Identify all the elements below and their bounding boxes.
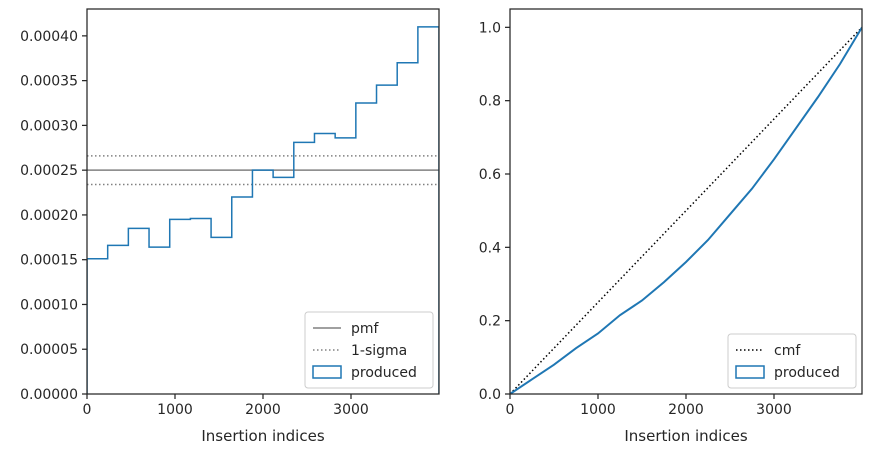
right-xlabel: Insertion indices bbox=[624, 427, 747, 445]
right-xtick-label: 1000 bbox=[580, 402, 616, 418]
right-ytick-label: 0.6 bbox=[479, 167, 501, 183]
left-ytick-label: 0.00035 bbox=[20, 74, 78, 90]
left-xtick-label: 1000 bbox=[157, 402, 193, 418]
left-ytick-label: 0.00040 bbox=[20, 29, 78, 45]
left-ytick-label: 0.00025 bbox=[20, 163, 78, 179]
right-legend-swatch-produced bbox=[735, 365, 765, 379]
right-legend-label: cmf bbox=[774, 343, 801, 359]
left-xtick-label: 2000 bbox=[245, 402, 281, 418]
left-xtick-label: 0 bbox=[83, 402, 92, 418]
right-ytick-label: 1.0 bbox=[479, 20, 501, 36]
left-ytick-label: 0.00020 bbox=[20, 208, 78, 224]
right-xtick-label: 0 bbox=[506, 402, 515, 418]
left-ytick-label: 0.00010 bbox=[20, 297, 78, 313]
right-legend-box bbox=[727, 333, 857, 389]
right-xtick-label: 3000 bbox=[756, 402, 792, 418]
right-legend: cmf produced bbox=[727, 333, 857, 389]
left-ytick-label: 0.00005 bbox=[20, 342, 78, 358]
right-ytick-label: 0.4 bbox=[479, 240, 501, 256]
produced-line bbox=[510, 26, 862, 394]
left-ytick-label: 0.00015 bbox=[20, 253, 78, 269]
right-legend-label: produced bbox=[774, 365, 840, 381]
right-ytick-label: 0.2 bbox=[479, 314, 501, 330]
left-ytick-label: 0.00000 bbox=[20, 387, 78, 403]
left-legend: pmf 1-sigma produced bbox=[304, 311, 434, 389]
left-ytick-label: 0.00030 bbox=[20, 118, 78, 134]
left-plot-area bbox=[87, 26, 439, 394]
cmf-line bbox=[510, 26, 862, 394]
left-legend-label: 1-sigma bbox=[351, 343, 407, 359]
left-legend-label: pmf bbox=[351, 321, 380, 337]
right-ytick-label: 0.0 bbox=[479, 387, 501, 403]
left-legend-box bbox=[304, 311, 434, 389]
right-plot-area bbox=[510, 26, 862, 394]
right-axes: 0 1000 2000 3000 0.0 0.2 0.4 0.6 0.8 1.0 Insertion… bbox=[479, 8, 863, 445]
left-legend-label: produced bbox=[351, 365, 417, 381]
left-legend-swatch-produced bbox=[312, 365, 342, 379]
left-xlabel: Insertion indices bbox=[201, 427, 324, 445]
left-xtick-label: 3000 bbox=[333, 402, 369, 418]
right-ytick-label: 0.8 bbox=[479, 94, 501, 110]
produced-histogram bbox=[87, 26, 439, 394]
left-axes: 0 1000 2000 3000 0.00000 0.00005 0.00010 0.0001… bbox=[20, 8, 440, 445]
right-xtick-label: 2000 bbox=[668, 402, 704, 418]
